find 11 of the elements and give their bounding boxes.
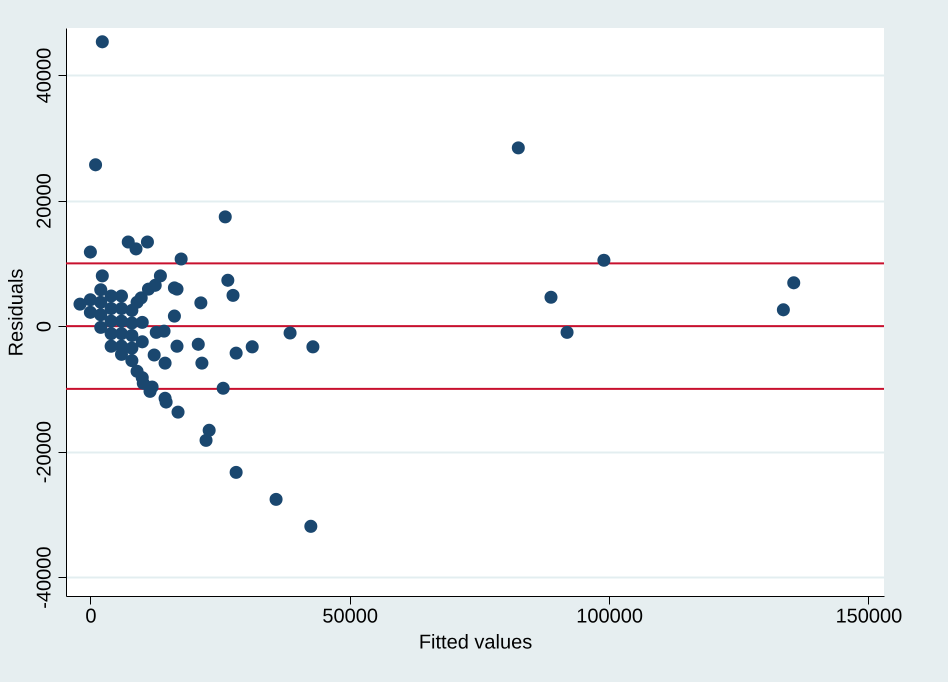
y-tick-label: -40000 [34,546,56,609]
y-tick-label: 0 [34,321,56,332]
y-tick-label: 40000 [34,48,56,104]
x-tick-label: 50000 [322,606,378,628]
x-tick-label: 100000 [576,606,643,628]
y-tick-label: 20000 [34,173,56,229]
y-tick-label: -20000 [34,421,56,484]
x-axis-title: Fitted values [418,632,532,654]
y-axis-title: Residuals [6,268,28,356]
x-tick-label: 150000 [836,606,902,628]
x-tick-label: 0 [85,606,96,628]
